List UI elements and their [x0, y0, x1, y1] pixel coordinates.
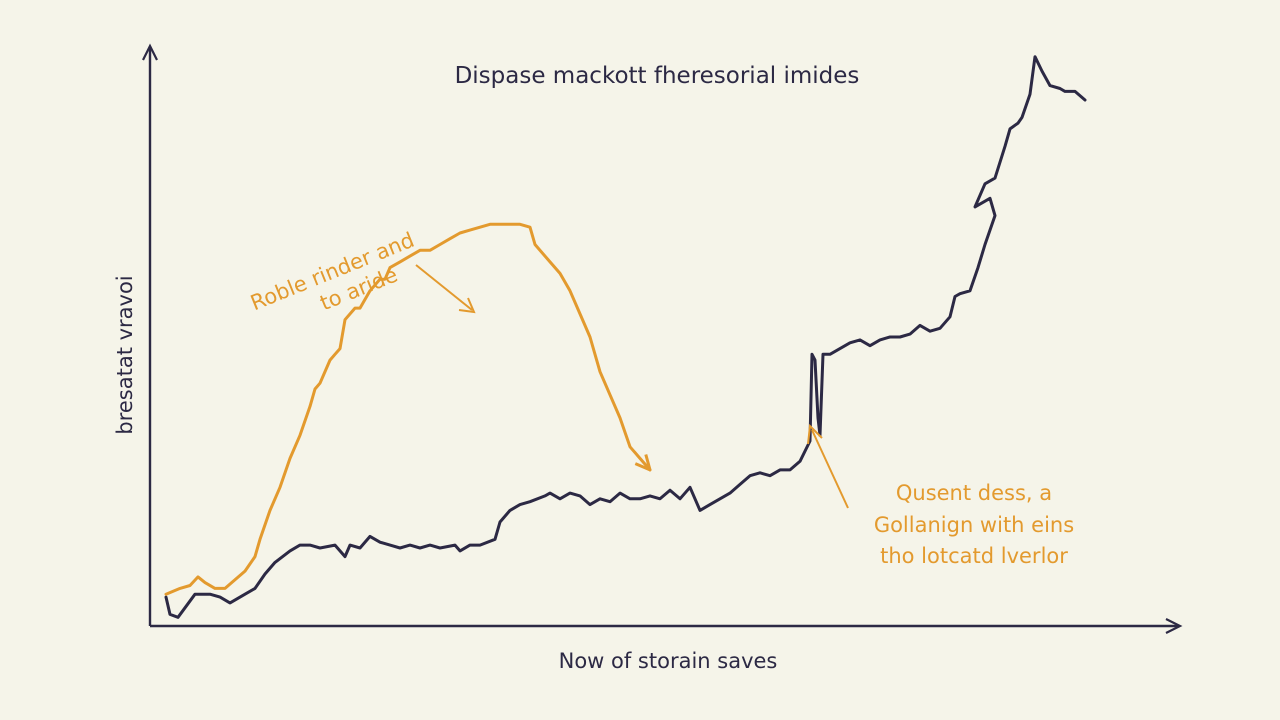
chart-title: Dispase mackott fheresorial imides — [455, 63, 860, 89]
series-line-2 — [164, 222, 652, 596]
annotation-2-arrow — [811, 429, 849, 509]
annotation-1-arrow — [415, 264, 473, 311]
annotation-1-arrowhead-icon — [458, 297, 476, 314]
x-axis-label: Now of storain saves — [559, 649, 778, 673]
annotation-2-line-1: Qusent dess, a — [896, 481, 1052, 505]
annotation-2-line-2: Gollanign with eins — [874, 513, 1074, 537]
y-axis-arrow-icon — [142, 43, 158, 61]
annotation-2-line-3: tho lotcatd lverlor — [880, 544, 1068, 568]
series-line-1 — [164, 55, 1087, 619]
series-line-2-arrowhead-icon — [634, 454, 652, 472]
series-layer — [164, 55, 1087, 619]
annotation-1: Roble rinder and to aride — [247, 228, 417, 315]
annotation-2-arrowhead-icon — [807, 423, 823, 445]
y-axis-label: bresatat vravoi — [113, 275, 137, 434]
annotation-2: Qusent dess, a Gollanign with eins tho l… — [874, 481, 1074, 568]
x-axis-arrow-icon — [1165, 618, 1183, 634]
